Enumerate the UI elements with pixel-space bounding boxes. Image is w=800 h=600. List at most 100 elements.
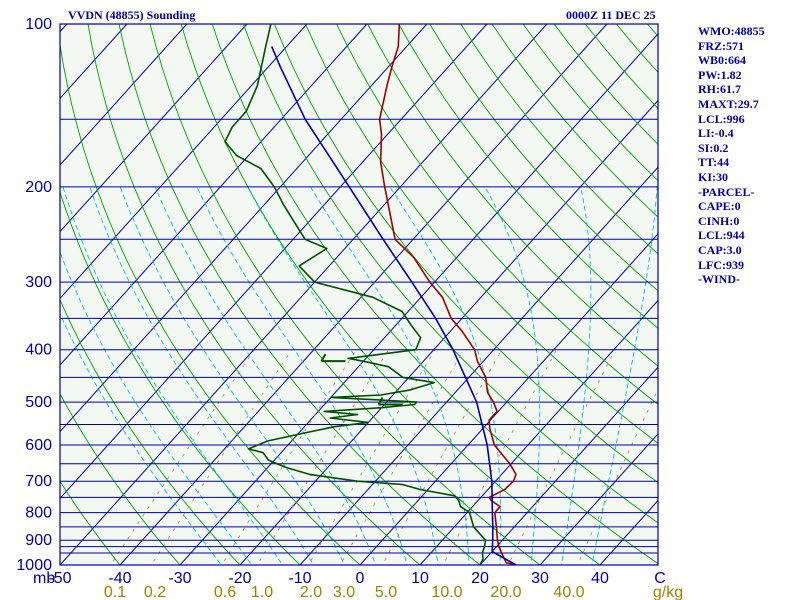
mixing-ratio-label: 20.0 (490, 584, 521, 600)
temperature-tick-label: -40 (108, 570, 131, 587)
moist-adiabat (247, 186, 439, 565)
mixing-ratio-label: 0.1 (104, 584, 126, 600)
dry-adiabat (180, 24, 601, 565)
pressure-label: 100 (25, 16, 52, 33)
moist-adiabat (560, 186, 592, 565)
temperature-tick-label: -30 (168, 570, 191, 587)
index-line: -WIND- (698, 272, 740, 287)
isotherm (60, 24, 488, 500)
moist-adiabat (310, 186, 470, 565)
mixing-ratio-line (256, 349, 389, 565)
dry-adiabat (118, 24, 481, 565)
dry-adiabat (60, 41, 361, 565)
index-line: LCL:944 (698, 228, 745, 243)
dewpoint-profile (224, 24, 487, 565)
index-line: SI:0.2 (698, 140, 729, 155)
mixing-ratio-line (507, 349, 616, 565)
temperature-tick-label: 0 (356, 570, 365, 587)
pressure-label: 800 (25, 505, 52, 522)
plot-frame (59, 23, 659, 566)
plot-area (0, 24, 658, 576)
mixing-ratio-unit: g/kg (653, 584, 683, 600)
mixing-ratio-line (339, 349, 465, 565)
moist-adiabat (62, 186, 283, 565)
index-line: LCL:996 (698, 111, 745, 126)
mixing-ratio-label: 10.0 (431, 584, 462, 600)
dry-adiabat (305, 24, 658, 444)
temperature-tick-label: C (654, 570, 666, 587)
mixing-ratio-line (221, 349, 357, 565)
mixing-ratio-label: 5.0 (375, 584, 397, 600)
dry-adiabat (367, 24, 658, 367)
mixing-ratio-label: 40.0 (553, 584, 584, 600)
mixing-ratio-line (577, 388, 658, 565)
dry-adiabat (149, 24, 541, 565)
index-line: PW:1.82 (698, 67, 742, 82)
mixing-ratio-label: 3.0 (333, 584, 355, 600)
moist-adiabat (591, 186, 658, 565)
isotherm (0, 24, 7, 576)
temperature-tick-label: 30 (531, 570, 549, 587)
index-line: LFC:939 (698, 257, 744, 272)
isotherm (60, 24, 548, 565)
index-line: KI:30 (698, 169, 728, 184)
pressure-label: 500 (25, 394, 52, 411)
pressure-label: 1000 (16, 557, 52, 574)
index-line: WB0:664 (698, 53, 746, 68)
dry-adiabat (60, 393, 181, 565)
isotherm (60, 24, 188, 166)
index-line: CAPE:0 (698, 199, 741, 214)
pressure-label: 600 (25, 437, 52, 454)
station-title: VVDN (48855) Sounding (68, 8, 196, 22)
wind-barb-flag (320, 353, 327, 362)
mixing-ratio-label: 2.0 (300, 584, 322, 600)
temperature-tick-label: 20 (471, 570, 489, 587)
dry-adiabat (398, 24, 658, 329)
isotherm (479, 366, 658, 565)
pressure-label: 900 (25, 532, 52, 549)
index-line: MAXT:29.7 (698, 96, 759, 111)
moist-adiabat (484, 186, 541, 565)
indices-panel: WMO:48855 FRZ:571 WB0:664 PW:1.82 RH:61.7 MAX… (698, 24, 765, 287)
isotherm (179, 33, 658, 565)
dry-adiabat (60, 190, 301, 565)
mixing-ratio-line (442, 349, 557, 565)
index-line: LI:-0.4 (698, 126, 734, 141)
moist-adiabat (60, 250, 253, 565)
moist-adiabat (89, 186, 314, 565)
temperature-profile (378, 24, 517, 565)
index-line: CAP:3.0 (698, 242, 742, 257)
moist-adiabat (119, 186, 345, 565)
isotherm (60, 24, 428, 433)
temperature-tick-label: -10 (288, 570, 311, 587)
pressure-unit-label: mb (33, 570, 55, 587)
dry-adiabat (60, 480, 121, 565)
isotherm (60, 24, 368, 366)
mixing-ratio-line (308, 349, 436, 565)
mixing-ratio-label: 1.0 (251, 584, 273, 600)
moist-adiabat (196, 186, 408, 565)
wind-barb-flag (377, 396, 384, 405)
dry-adiabat (336, 24, 658, 405)
moist-adiabat (389, 186, 502, 565)
pressure-label: 400 (25, 342, 52, 359)
pressure-label: 200 (25, 179, 52, 196)
isotherm (60, 24, 308, 300)
mixing-ratio-label: 0.6 (214, 584, 236, 600)
dry-adiabat (87, 24, 421, 565)
pressure-label: 300 (25, 274, 52, 291)
isotherm (539, 433, 658, 565)
index-line: FRZ:571 (698, 38, 744, 53)
moist-adiabat (60, 312, 222, 565)
dry-adiabat (273, 24, 658, 484)
pressure-label: 700 (25, 473, 52, 490)
temperature-tick-label: -20 (228, 570, 251, 587)
isotherm (60, 24, 248, 233)
temperature-tick-label: -50 (48, 570, 71, 587)
isotherm (239, 99, 658, 565)
isotherm (359, 233, 658, 565)
dry-adiabat (460, 24, 658, 255)
parcel-profile (270, 46, 517, 565)
dry-adiabat (60, 298, 241, 565)
